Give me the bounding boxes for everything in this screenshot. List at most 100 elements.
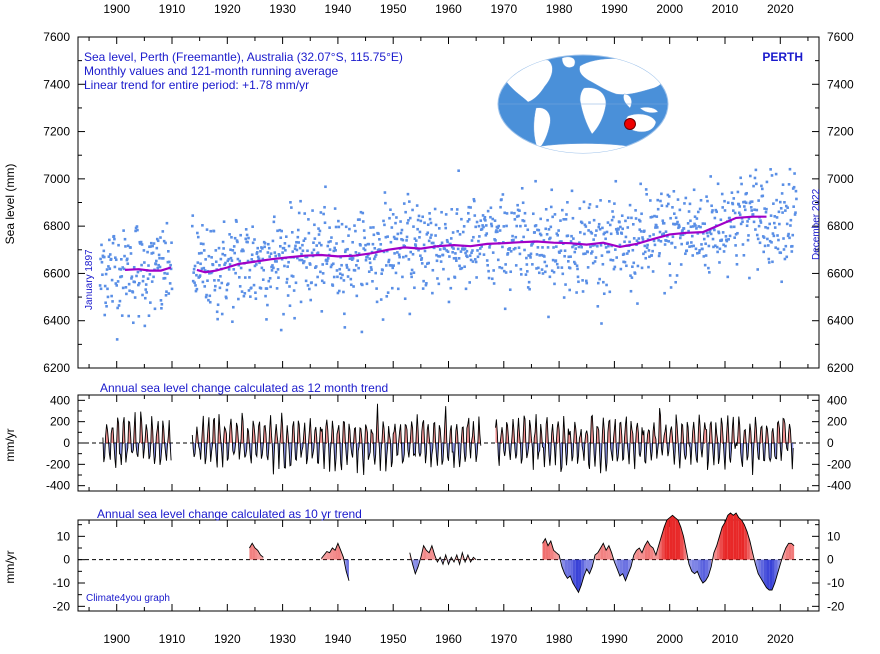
trend-band	[550, 541, 554, 560]
data-point	[99, 287, 103, 291]
data-point	[149, 245, 153, 248]
trend-band	[346, 559, 349, 581]
y-tick-label: 7000	[827, 172, 854, 186]
data-point	[521, 201, 525, 205]
data-point	[473, 214, 477, 217]
data-point	[326, 244, 330, 248]
data-point	[691, 254, 695, 257]
trend-band	[628, 559, 631, 574]
data-point	[731, 209, 735, 212]
y-tick-label: 200	[50, 415, 70, 429]
data-point	[440, 241, 444, 245]
data-point	[400, 237, 403, 241]
data-point	[605, 283, 608, 287]
data-point	[253, 264, 257, 268]
data-point	[496, 258, 500, 262]
data-point	[308, 263, 312, 266]
data-point	[346, 275, 350, 278]
data-point	[509, 250, 513, 253]
data-point	[576, 275, 580, 279]
data-point	[749, 174, 752, 178]
trend-band	[736, 513, 739, 560]
data-point	[347, 268, 351, 272]
trend-band	[747, 531, 750, 560]
data-point	[388, 264, 392, 267]
data-point	[543, 270, 547, 274]
trend-band	[326, 551, 330, 560]
data-point	[196, 261, 200, 264]
data-point	[763, 244, 767, 248]
data-point	[767, 244, 770, 247]
y-tick-label: 6200	[43, 361, 70, 375]
data-point	[699, 198, 703, 202]
data-point	[661, 233, 664, 236]
data-point	[424, 265, 427, 268]
change-band	[744, 429, 746, 443]
data-point	[137, 314, 141, 318]
data-point	[637, 237, 641, 240]
data-point	[458, 233, 462, 236]
y-tick-label: -200	[46, 457, 70, 471]
data-point	[571, 216, 575, 220]
data-point	[260, 266, 264, 270]
data-point	[551, 215, 554, 219]
data-point	[258, 261, 261, 265]
data-point	[764, 210, 768, 214]
data-point	[515, 215, 519, 218]
trend-band	[586, 559, 590, 574]
data-point	[556, 266, 560, 269]
data-point	[253, 238, 256, 241]
data-point	[681, 229, 684, 232]
data-point	[597, 225, 601, 229]
data-point	[99, 257, 102, 261]
data-point	[528, 254, 532, 257]
data-point	[475, 276, 478, 279]
data-point	[607, 250, 611, 254]
data-point	[165, 221, 169, 225]
data-point	[662, 221, 666, 225]
data-point	[238, 259, 242, 263]
data-point	[329, 265, 333, 269]
data-point	[619, 225, 622, 229]
data-point	[106, 287, 109, 291]
data-point	[371, 280, 374, 283]
data-point	[162, 239, 166, 243]
data-point	[711, 209, 714, 212]
data-point	[321, 263, 324, 266]
data-point	[342, 290, 345, 294]
data-point	[389, 208, 392, 212]
data-point	[361, 211, 365, 215]
data-point	[389, 240, 393, 244]
data-point	[169, 267, 173, 271]
data-point	[506, 252, 510, 255]
data-point	[382, 250, 386, 254]
data-point	[131, 321, 135, 325]
data-point	[525, 263, 529, 266]
data-point	[652, 233, 655, 236]
data-point	[674, 216, 678, 220]
data-point	[361, 220, 365, 223]
data-point	[660, 204, 664, 207]
data-point	[725, 239, 729, 243]
data-point	[712, 245, 715, 249]
data-point	[425, 281, 428, 285]
data-point	[686, 241, 689, 245]
data-point	[482, 225, 485, 229]
data-point	[655, 215, 659, 218]
data-point	[143, 296, 147, 300]
data-point	[320, 243, 323, 247]
data-point	[257, 257, 261, 261]
data-point	[199, 242, 203, 245]
data-point	[790, 244, 794, 248]
data-point	[457, 257, 461, 260]
data-point	[343, 312, 346, 316]
data-point	[397, 261, 401, 265]
data-point	[537, 266, 540, 270]
data-point	[454, 252, 457, 255]
trend-band	[677, 520, 681, 560]
data-point	[485, 259, 489, 262]
data-point	[155, 259, 158, 263]
data-point	[103, 284, 107, 288]
data-point	[130, 275, 134, 279]
data-point	[384, 201, 387, 205]
